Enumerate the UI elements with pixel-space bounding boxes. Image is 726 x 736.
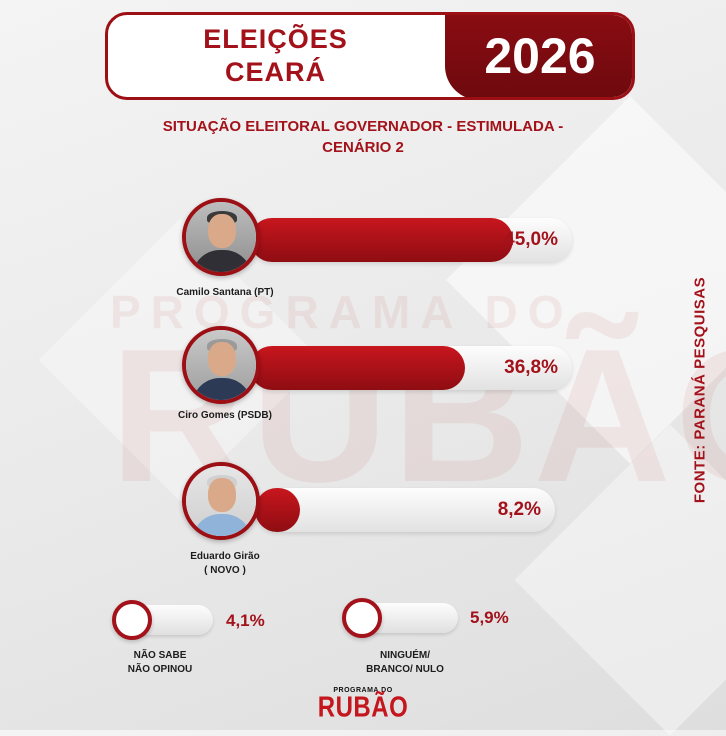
circle-marker-ninguem <box>342 598 382 638</box>
header-year: 2026 <box>445 15 632 97</box>
header-title-line1: ELEIÇÕES <box>203 24 348 54</box>
label-ninguem: NINGUÉM/ BRANCO/ NULO <box>345 649 465 677</box>
candidate-photo-eduardo <box>182 462 260 540</box>
bar-value-eduardo: 8,2% <box>497 499 541 520</box>
chart-subtitle: SITUAÇÃO ELEITORAL GOVERNADOR - ESTIMULA… <box>0 116 726 158</box>
bar-track-ciro: 36,8% <box>250 346 572 390</box>
bar-value-camilo: 45,0% <box>504 229 558 250</box>
label-ninguem-line2: BRANCO/ NULO <box>366 664 444 675</box>
candidate-name-ciro: Ciro Gomes (PSDB) <box>178 410 272 421</box>
logo-top-text: PROGRAMA DO <box>333 687 393 694</box>
label-ninguem-line1: NINGUÉM/ <box>380 650 430 661</box>
candidate-name-eduardo-line1: Eduardo Girão <box>190 551 260 562</box>
bar-fill-camilo <box>250 218 513 262</box>
header-title: ELEIÇÕES CEARÁ <box>108 23 443 89</box>
header-banner: ELEIÇÕES CEARÁ 2026 <box>105 12 635 100</box>
label-nao-sabe-line2: NÃO OPINOU <box>127 664 193 675</box>
header-title-line2: CEARÁ <box>224 57 326 87</box>
label-nao-sabe-line1: NÃO SABE <box>133 650 187 661</box>
label-nao-sabe: NÃO SABE NÃO OPINOU <box>100 649 220 677</box>
bar-value-ninguem: 5,9% <box>470 608 509 627</box>
subtitle-line2: CENÁRIO 2 <box>322 139 404 156</box>
bar-value-nao-sabe: 4,1% <box>226 611 265 630</box>
logo-main-text: RUBÃO <box>317 691 409 724</box>
bar-value-ciro: 36,8% <box>504 357 558 378</box>
candidate-photo-camilo <box>182 198 260 276</box>
bar-fill-ciro <box>250 346 465 390</box>
source-label: FONTE: PARANÁ PESQUISAS <box>691 276 709 504</box>
candidate-name-eduardo-line2: ( NOVO ) <box>204 565 246 576</box>
bar-fill-eduardo <box>255 488 300 532</box>
brand-logo: PROGRAMA DO RUBÃO <box>0 687 726 724</box>
bar-track-camilo: 45,0% <box>250 218 572 262</box>
candidate-name-camilo: Camilo Santana (PT) <box>176 287 274 298</box>
bar-track-eduardo: 8,2% <box>255 488 555 532</box>
candidate-photo-ciro <box>182 326 260 404</box>
subtitle-line1: SITUAÇÃO ELEITORAL GOVERNADOR - ESTIMULA… <box>162 118 564 135</box>
candidate-name-eduardo: Eduardo Girão ( NOVO ) <box>150 550 300 578</box>
circle-marker-nao-sabe <box>112 600 152 640</box>
